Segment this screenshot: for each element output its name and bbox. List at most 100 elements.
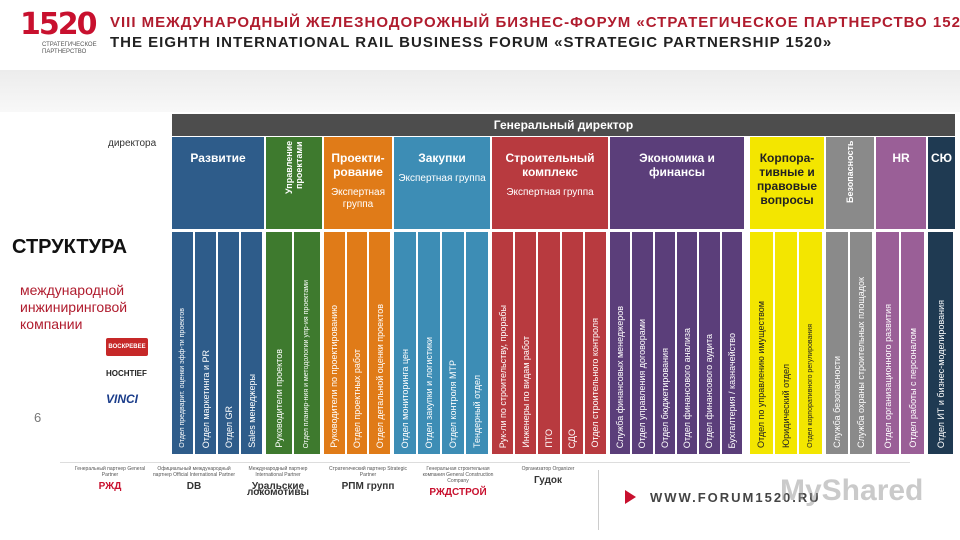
- partner-block[interactable]: Организатор Organizer Гудок: [506, 466, 590, 486]
- unit-label: Служба финансовых менеджеров: [615, 305, 626, 448]
- partner-caption: Официальный международный партнер Offici…: [152, 466, 236, 478]
- partner-logo: РПМ групп: [341, 481, 395, 492]
- unit-label: Отдел детальной оценки проектов: [374, 303, 385, 448]
- unit-column: ПТО: [538, 232, 560, 454]
- unit-column: Отдел по управлению имуществом: [750, 232, 773, 454]
- logo-text: СТРАТЕГИЧЕСКОЕ ПАРТНЕРСТВО: [42, 42, 97, 55]
- department-subtitle: Экспертная группа: [506, 187, 594, 198]
- unit-label: Руководители проектов: [274, 349, 284, 448]
- partner-logo: РЖДСТРОЙ: [429, 487, 487, 498]
- partner-caption: Генеральный партнер General Partner: [74, 466, 146, 478]
- forum-url-link[interactable]: WWW.FORUM1520.RU: [650, 490, 821, 505]
- partner-block[interactable]: Международный партнер International Part…: [236, 466, 320, 498]
- department-header: HR: [876, 137, 926, 229]
- department-name: СЮ: [931, 151, 953, 165]
- unit-column: Отдел планир-ния и методологии упр-ия пр…: [294, 232, 320, 454]
- department-name: Развитие: [190, 151, 246, 165]
- department-name: Экономика и финансы: [639, 151, 715, 179]
- unit-label: СДО: [567, 428, 578, 448]
- department-header: Проекти-рование Экспертная группа: [324, 137, 392, 229]
- unit-column: Служба безопасности: [826, 232, 848, 454]
- slide-subtitle: международной инжиниринговой компании: [20, 282, 128, 332]
- unit-label: Бухгалтерия / казначейство: [726, 332, 737, 448]
- unit-column: Отдел проектных работ: [346, 232, 368, 454]
- unit-label: Отдел контроля МТР: [448, 359, 458, 448]
- partner-caption: Стратегический партнер Strategic Partner: [329, 466, 407, 478]
- unit-column: Служба охраны строительных площадок: [850, 232, 872, 454]
- department-name: HR: [892, 151, 910, 165]
- unit-column: Отдел ИТ и бизнес-моделирования: [928, 232, 953, 454]
- department-header: Корпора-тивные и правовые вопросы: [750, 137, 824, 229]
- unit-label: ПТО: [543, 429, 554, 448]
- unit-label: Инженеры по видам работ: [520, 336, 531, 448]
- company-logo: ВОСКРЕВЕЕ: [106, 338, 148, 356]
- header-band: [0, 70, 960, 112]
- unit-column: Отдел детальной оценки проектов: [369, 232, 390, 454]
- partner-block[interactable]: Генеральная строительная компания Genera…: [416, 466, 500, 498]
- unit-label: Служба безопасности: [832, 356, 842, 448]
- unit-label: Отдел управления договорами: [637, 318, 648, 448]
- unit-label: Тендерный отдел: [472, 374, 482, 448]
- unit-column: Отдел строительного контроля: [584, 232, 606, 454]
- unit-label: Отдел проектных работ: [351, 348, 362, 448]
- partner-caption: Международный партнер International Part…: [248, 466, 308, 478]
- unit-column: Инженеры по видам работ: [515, 232, 537, 454]
- unit-column: Отдел финансового анализа: [677, 232, 698, 454]
- unit-column: Отдел контроля МТР: [442, 232, 464, 454]
- logo-number: 1520: [20, 7, 98, 42]
- footer-divider: [60, 462, 910, 463]
- unit-column: Отдел маркетинга и PR: [195, 232, 216, 454]
- department-subtitle: Экспертная группа: [398, 173, 486, 184]
- unit-label: Отдел корпоративного регулирования: [806, 324, 814, 448]
- unit-column: Отдел мониторинга цен: [394, 232, 416, 454]
- department-header: СЮ: [928, 137, 955, 229]
- partner-block[interactable]: Генеральный партнер General Partner РЖД: [68, 466, 152, 492]
- department-subtitle: Экспертная группа: [330, 187, 386, 210]
- unit-label: Отдел ИТ и бизнес-моделирования: [935, 299, 946, 448]
- unit-column: Отдел финансового аудита: [699, 232, 720, 454]
- department-name: Безопасность: [845, 141, 855, 204]
- company-logos: ВОСКРЕВЕЕ HOCHTIEF VINCI: [106, 338, 156, 416]
- unit-column: СДО: [561, 232, 583, 454]
- unit-column: Тендерный отдел: [466, 232, 488, 454]
- unit-column: Служба финансовых менеджеров: [610, 232, 631, 454]
- unit-label: Отдел мониторинга цен: [400, 348, 410, 448]
- unit-column: Отдел предварит. оценки эфф-ти проектов: [172, 232, 193, 454]
- unit-column: Юридический отдел: [774, 232, 798, 454]
- directora-label: директора: [108, 138, 157, 149]
- department-header: Управление проектами: [266, 137, 322, 229]
- partner-logo: Уральские локомотивы: [246, 481, 310, 498]
- slide-title: СТРУКТУРА: [12, 236, 128, 258]
- unit-column: Рук-ли по строительству, прорабы: [492, 232, 514, 454]
- unit-label: Отдел предварит. оценки эфф-ти проектов: [178, 308, 186, 448]
- department-header: Развитие: [172, 137, 264, 229]
- unit-label: Служба охраны строительных площадок: [856, 277, 866, 448]
- partner-block[interactable]: Официальный международный партнер Offici…: [152, 466, 236, 492]
- unit-label: Отдел бюджетирования: [659, 348, 670, 448]
- unit-label: Отдел строительного контроля: [590, 318, 601, 448]
- partner-logo: DB: [186, 481, 202, 492]
- page-number: 6: [34, 410, 42, 425]
- unit-label: Отдел финансового анализа: [682, 327, 693, 448]
- department-header: Закупки Экспертная группа: [394, 137, 490, 229]
- unit-column: Отдел управления договорами: [632, 232, 653, 454]
- unit-label: Отдел закупки и логистики: [424, 336, 434, 448]
- department-header: Экономика и финансы: [610, 137, 744, 229]
- footer-separator: [598, 470, 599, 530]
- unit-column: Отдел бюджетирования: [654, 232, 675, 454]
- header-title-en: THE EIGHTH INTERNATIONAL RAIL BUSINESS F…: [110, 34, 833, 51]
- general-director-box: Генеральный директор: [172, 114, 955, 136]
- forum-logo: 1520 СТРАТЕГИЧЕСКОЕ ПАРТНЕРСТВО: [20, 10, 100, 70]
- unit-column: Отдел корпоративного регулирования: [799, 232, 822, 454]
- unit-label: Отдел работы с персоналом: [907, 328, 918, 448]
- partner-block[interactable]: Стратегический партнер Strategic Partner…: [326, 466, 410, 492]
- department-header: Безопасность: [826, 137, 874, 229]
- unit-column: Отдел работы с персоналом: [901, 232, 924, 454]
- unit-column: Руководители проектов: [266, 232, 292, 454]
- unit-column: Руководители по проектированию: [324, 232, 345, 454]
- unit-label: Юридический отдел: [780, 364, 791, 448]
- unit-label: Отдел организационного развития: [882, 303, 893, 448]
- unit-label: Отдел GR: [223, 405, 234, 448]
- unit-label: Руководители по проектированию: [329, 305, 340, 448]
- department-name: Закупки: [418, 151, 466, 165]
